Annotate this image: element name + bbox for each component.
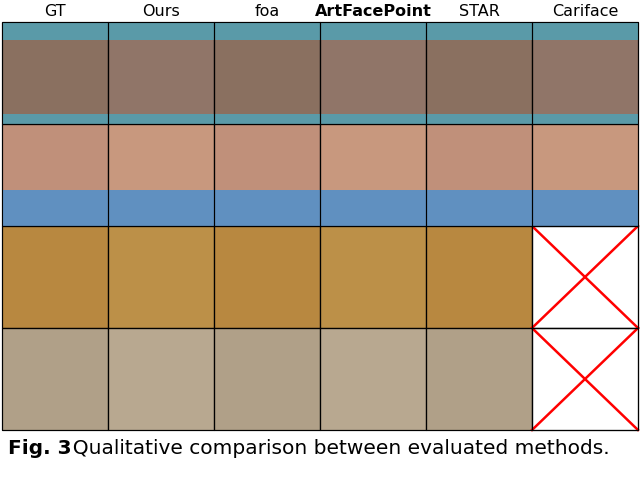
Bar (108, 226, 214, 328)
Bar (532, 114, 638, 124)
Bar (426, 22, 532, 124)
Bar (214, 22, 320, 40)
Bar (532, 22, 638, 40)
Bar (108, 328, 214, 430)
Bar (426, 328, 532, 430)
Bar (214, 124, 320, 226)
Bar (532, 226, 638, 328)
Text: . Qualitative comparison between evaluated methods.: . Qualitative comparison between evaluat… (60, 439, 610, 457)
Text: Ours: Ours (142, 3, 180, 19)
Bar (426, 226, 532, 328)
Bar (2, 22, 108, 124)
Bar (2, 328, 108, 430)
Text: Cariface: Cariface (552, 3, 618, 19)
Bar (214, 190, 320, 226)
Bar (2, 124, 108, 226)
Bar (108, 22, 214, 124)
Bar (2, 22, 108, 124)
Bar (2, 190, 108, 226)
Bar (320, 328, 426, 430)
Bar (320, 22, 426, 124)
Bar (214, 328, 320, 430)
Bar (532, 226, 638, 328)
Bar (214, 226, 320, 328)
Bar (108, 22, 214, 40)
Bar (214, 328, 320, 430)
Bar (2, 22, 108, 40)
Bar (426, 124, 532, 226)
Bar (426, 328, 532, 430)
Bar (532, 328, 638, 430)
Text: ArtFacePoint: ArtFacePoint (315, 3, 431, 19)
Bar (532, 328, 638, 430)
Bar (2, 124, 108, 226)
Bar (532, 22, 638, 124)
Bar (2, 226, 108, 328)
Bar (532, 328, 638, 430)
Bar (108, 22, 214, 124)
Bar (426, 124, 532, 226)
Bar (214, 226, 320, 328)
Bar (426, 22, 532, 124)
Bar (320, 226, 426, 328)
Bar (320, 226, 426, 328)
Bar (426, 22, 532, 40)
Bar (426, 190, 532, 226)
Bar (2, 226, 108, 328)
Bar (214, 124, 320, 226)
Bar (426, 114, 532, 124)
Text: Fig. 3: Fig. 3 (8, 439, 72, 457)
Bar (108, 124, 214, 226)
Bar (320, 190, 426, 226)
Bar (2, 114, 108, 124)
Bar (426, 226, 532, 328)
Text: STAR: STAR (459, 3, 499, 19)
Bar (108, 190, 214, 226)
Bar (214, 114, 320, 124)
Bar (532, 190, 638, 226)
Text: foa: foa (254, 3, 280, 19)
Bar (2, 328, 108, 430)
Bar (532, 22, 638, 124)
Bar (108, 124, 214, 226)
Bar (532, 124, 638, 226)
Bar (320, 328, 426, 430)
Bar (320, 22, 426, 124)
Bar (320, 124, 426, 226)
Bar (108, 328, 214, 430)
Text: GT: GT (44, 3, 66, 19)
Bar (108, 226, 214, 328)
Bar (320, 124, 426, 226)
Bar (108, 114, 214, 124)
Bar (532, 124, 638, 226)
Bar (214, 22, 320, 124)
Bar (532, 226, 638, 328)
Bar (214, 22, 320, 124)
Bar (320, 22, 426, 40)
Bar (320, 114, 426, 124)
